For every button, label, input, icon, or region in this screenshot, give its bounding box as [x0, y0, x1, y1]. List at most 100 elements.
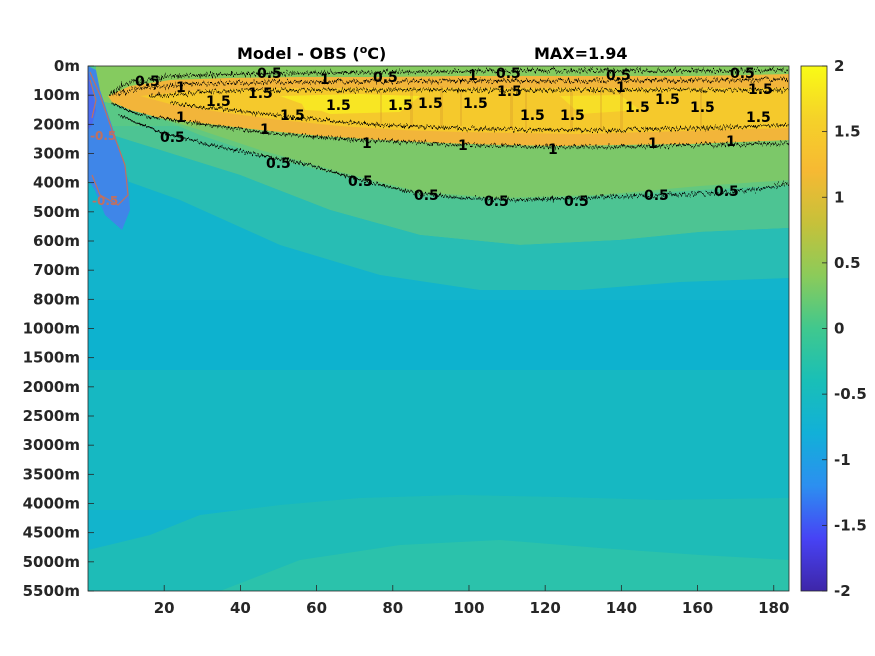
contour-label: 0.5 — [564, 194, 589, 210]
y-tick-label: 4000m — [23, 495, 80, 513]
x-tick-label: 180 — [758, 599, 789, 617]
x-tick-label: 160 — [682, 599, 713, 617]
y-tick-label: 3500m — [23, 465, 80, 483]
contour-0.5-lower — [117, 114, 789, 201]
contour-label: 1 — [320, 72, 330, 88]
contour-label: 1.5 — [520, 108, 545, 124]
y-tick-label: 0m — [54, 57, 80, 75]
contour-label: 1.5 — [497, 84, 522, 100]
contour-label: 1.5 — [463, 96, 488, 112]
contour-label: 1 — [468, 68, 478, 84]
colorbar-tick-label: -1.5 — [834, 516, 867, 534]
contour-label: 0.5 — [496, 66, 521, 82]
contour-1.5-lower — [169, 102, 789, 131]
y-tick-label: 5000m — [23, 553, 80, 571]
contour-label: 1.5 — [206, 94, 231, 110]
contour-label: 1 — [616, 80, 626, 96]
heatmap-hottest — [280, 94, 420, 114]
contour-neg-0.5 — [89, 71, 129, 206]
x-tick-label: 40 — [230, 599, 251, 617]
contour-label: 1 — [648, 136, 658, 152]
contour-label: 1.5 — [418, 96, 443, 112]
y-tick-label: 1000m — [23, 320, 80, 338]
x-tick-label: 80 — [382, 599, 403, 617]
heatmap-cold-corner — [88, 66, 130, 230]
contour-label: 0.5 — [730, 66, 755, 82]
x-tick-label: 60 — [306, 599, 327, 617]
contour-label: 1.5 — [388, 98, 413, 114]
max-annotation: MAX=1.94 — [534, 44, 628, 63]
contour-1-lower — [111, 103, 789, 148]
contour-label: 0.5 — [484, 194, 509, 210]
contour-label-negative: -0.5 — [90, 129, 116, 143]
colorbar-tick-label: 2 — [834, 57, 844, 75]
contour-label: 1.5 — [625, 100, 650, 116]
plot-area: 0.5 1 1.5 1.5 0.5 1 0.5 1.5 1.5 1.5 1.5 … — [88, 66, 789, 591]
contour-label: 1.5 — [748, 82, 773, 98]
colorbar-tick-label: -1 — [834, 451, 851, 469]
heatmap-mid-depth — [88, 300, 789, 370]
y-axis: 0m 100m 200m 300m 400m 500m 600m 700m 800m 1000m 1… — [23, 57, 94, 600]
contour-label-negative: -0.5 — [92, 194, 118, 208]
contour-label: 0.5 — [373, 70, 398, 86]
contour-label: 0.5 — [714, 184, 739, 200]
heatmap-deep-band — [88, 370, 789, 510]
y-tick-label: 4500m — [23, 524, 80, 542]
chart-title: Model - OBS (oC) — [237, 43, 386, 63]
contour-label: 1.5 — [326, 98, 351, 114]
y-tick-label: 800m — [33, 290, 80, 308]
contour-labels: 0.5 1 1.5 1.5 0.5 1 0.5 1.5 1.5 1.5 1.5 … — [90, 66, 773, 210]
heatmap-mid-plume — [96, 100, 789, 245]
heatmap-lower-plume — [96, 130, 789, 290]
contour-1.5 — [149, 89, 789, 98]
colorbar-tick-label: -0.5 — [834, 385, 867, 403]
contour-label: 1.5 — [280, 108, 305, 124]
colorbar-tick-label: 0.5 — [834, 254, 861, 272]
heatmap-texture — [380, 86, 702, 130]
contour-label: 0.5 — [266, 156, 291, 172]
x-tick-label: 100 — [453, 599, 484, 617]
colorbar-tick-label: 1 — [834, 188, 844, 206]
contour-label: 1 — [458, 138, 468, 154]
x-axis: 20 40 60 80 100 120 140 160 180 — [154, 585, 789, 617]
contour-label: 1 — [548, 142, 558, 158]
y-tick-label: 100m — [33, 86, 80, 104]
contour-label: 1 — [362, 136, 372, 152]
contour-0.5-upper — [107, 69, 789, 97]
contour-label: 0.5 — [348, 174, 373, 190]
contour-label: 0.5 — [644, 188, 669, 204]
colorbar-axis: 2 1.5 1 0.5 0 -0.5 -1 -1.5 -2 — [822, 57, 867, 600]
contour-lines — [107, 69, 789, 201]
colorbar-tick-label: 0 — [834, 320, 844, 338]
heatmap-hottest-2 — [560, 95, 640, 114]
y-tick-label: 3000m — [23, 436, 80, 454]
contour-label: 1.5 — [560, 108, 585, 124]
x-tick-label: 140 — [606, 599, 637, 617]
y-tick-label: 600m — [33, 232, 80, 250]
y-tick-label: 400m — [33, 174, 80, 192]
contour-label: 0.5 — [135, 74, 160, 90]
colorbar-tick-label: -2 — [834, 582, 851, 600]
contour-1-upper — [114, 78, 789, 95]
heatmap-cold-corner-inner — [88, 70, 96, 130]
x-tick-label: 20 — [154, 599, 175, 617]
y-tick-label: 700m — [33, 261, 80, 279]
y-tick-label: 200m — [33, 115, 80, 133]
contour-label: 1 — [176, 110, 186, 126]
contour-label: 1 — [260, 122, 270, 138]
contour-label: 1.5 — [690, 100, 715, 116]
y-tick-label: 1500m — [23, 349, 80, 367]
x-tick-label: 120 — [530, 599, 561, 617]
y-tick-label: 2000m — [23, 378, 80, 396]
y-tick-label: 2500m — [23, 407, 80, 425]
contour-label: 1.5 — [655, 92, 680, 108]
contour-label: 1 — [726, 134, 736, 150]
contour-label: 0.5 — [606, 68, 631, 84]
y-tick-label: 5500m — [23, 582, 80, 600]
contour-label: 1 — [176, 80, 186, 96]
contour-label: 1.5 — [746, 110, 771, 126]
y-tick-label: 300m — [33, 145, 80, 163]
contour-label: 0.5 — [257, 66, 282, 82]
colorbar-tick-label: 1.5 — [834, 123, 861, 141]
